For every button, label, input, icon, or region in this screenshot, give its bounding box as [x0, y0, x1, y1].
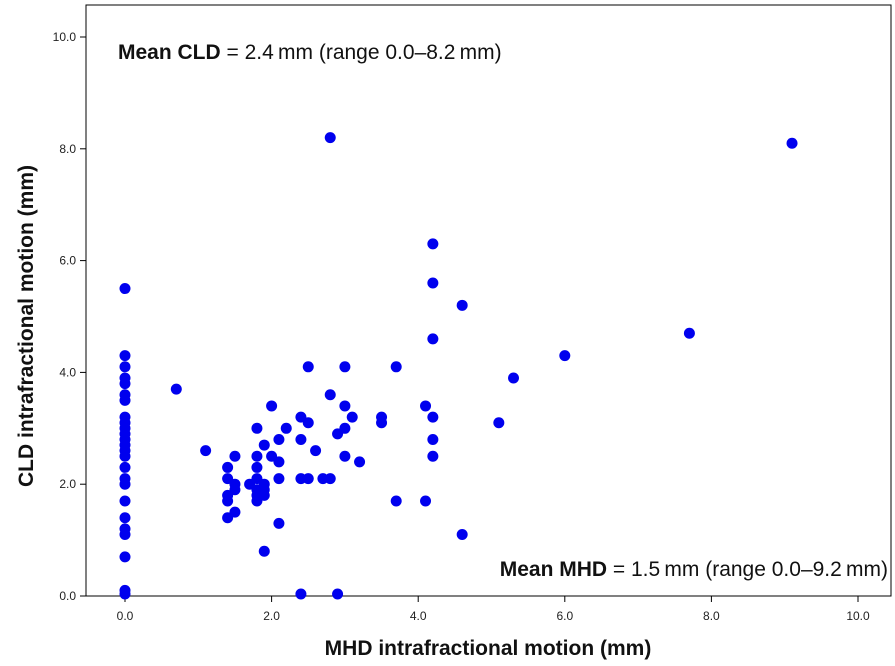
- data-point: [295, 588, 307, 600]
- y-tick-label: 0.0: [59, 589, 76, 603]
- data-point: [420, 400, 432, 412]
- data-point: [427, 450, 439, 462]
- data-point: [786, 137, 798, 149]
- data-point: [222, 461, 234, 473]
- data-point: [119, 478, 131, 490]
- data-point: [222, 495, 234, 507]
- y-tick-label: 8.0: [59, 142, 76, 156]
- x-tick-label: 10.0: [846, 609, 870, 623]
- data-point: [456, 529, 468, 541]
- data-point: [332, 588, 344, 600]
- data-point: [258, 489, 270, 501]
- x-tick-label: 4.0: [410, 609, 427, 623]
- data-point: [119, 361, 131, 373]
- x-tick-label: 0.0: [117, 609, 134, 623]
- data-point: [390, 495, 402, 507]
- data-point: [119, 495, 131, 507]
- data-point: [339, 400, 351, 412]
- x-tick-label: 2.0: [263, 609, 280, 623]
- data-point: [258, 439, 270, 451]
- data-point: [324, 473, 336, 485]
- data-point: [427, 277, 439, 289]
- mhd-annotation: Mean MHD = 1.5 mm (range 0.0–9.2 mm): [500, 558, 888, 581]
- data-point: [427, 411, 439, 423]
- data-point: [119, 350, 131, 362]
- data-point: [119, 461, 131, 473]
- data-point: [258, 545, 270, 557]
- data-point: [273, 473, 285, 485]
- x-axis: 0.0 2.0 4.0 6.0 8.0 10.0: [117, 596, 870, 623]
- data-point: [310, 445, 322, 457]
- data-point: [390, 361, 402, 373]
- data-point: [427, 238, 439, 250]
- data-point: [119, 378, 131, 390]
- cld-annotation-bold: Mean CLD: [118, 41, 221, 64]
- data-point: [119, 283, 131, 295]
- data-point: [456, 299, 468, 311]
- mhd-annotation-rest: = 1.5 mm (range 0.0–9.2 mm): [607, 558, 888, 581]
- plot-frame: [85, 4, 892, 597]
- data-point: [229, 450, 241, 462]
- data-point: [251, 461, 263, 473]
- x-axis-label: MHD intrafractional motion (mm): [325, 637, 652, 660]
- y-axis: 0.0 2.0 4.0 6.0 8.0 10.0: [53, 30, 86, 603]
- data-point: [683, 327, 695, 339]
- cld-annotation: Mean CLD = 2.4 mm (range 0.0–8.2 mm): [118, 41, 502, 64]
- data-point: [339, 361, 351, 373]
- data-point: [251, 450, 263, 462]
- data-point: [273, 433, 285, 445]
- data-point: [354, 456, 366, 468]
- y-tick-label: 4.0: [59, 365, 76, 379]
- data-point: [295, 433, 307, 445]
- data-point: [119, 450, 131, 462]
- data-point: [200, 445, 212, 457]
- data-point: [119, 551, 131, 563]
- data-point: [229, 484, 241, 496]
- mhd-annotation-bold: Mean MHD: [500, 558, 607, 581]
- data-point: [324, 389, 336, 401]
- x-tick-label: 6.0: [556, 609, 573, 623]
- data-point: [119, 512, 131, 524]
- data-point: [119, 394, 131, 406]
- data-point: [339, 450, 351, 462]
- data-point: [119, 529, 131, 541]
- data-point: [507, 372, 519, 384]
- data-point: [229, 506, 241, 518]
- data-point: [427, 433, 439, 445]
- data-point: [170, 383, 182, 395]
- y-axis-label: CLD intrafractional motion (mm): [15, 165, 38, 487]
- y-tick-label: 10.0: [53, 30, 77, 44]
- data-point: [251, 422, 263, 434]
- data-point: [302, 473, 314, 485]
- data-point: [346, 411, 358, 423]
- data-point: [302, 417, 314, 429]
- data-point: [266, 400, 278, 412]
- data-point: [493, 417, 505, 429]
- data-point: [280, 422, 292, 434]
- data-point: [420, 495, 432, 507]
- cld-annotation-rest: = 2.4 mm (range 0.0–8.2 mm): [221, 41, 502, 64]
- data-point: [273, 517, 285, 529]
- data-points: [119, 132, 798, 600]
- data-point: [119, 588, 131, 600]
- data-point: [376, 417, 388, 429]
- data-point: [324, 132, 336, 144]
- data-point: [427, 333, 439, 345]
- x-tick-label: 8.0: [703, 609, 720, 623]
- data-point: [273, 456, 285, 468]
- y-tick-label: 6.0: [59, 254, 76, 268]
- data-point: [302, 361, 314, 373]
- y-tick-label: 2.0: [59, 477, 76, 491]
- data-point: [339, 422, 351, 434]
- data-point: [559, 350, 571, 362]
